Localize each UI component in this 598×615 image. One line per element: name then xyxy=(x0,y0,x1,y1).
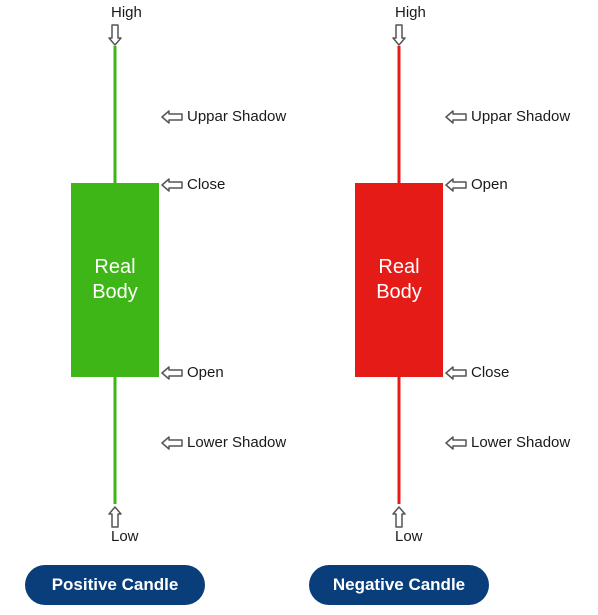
arrow-up-icon xyxy=(108,506,122,528)
bottom-body-label-text: Open xyxy=(187,364,224,381)
candle-body: RealBody xyxy=(355,183,443,377)
arrow-left-icon xyxy=(445,366,467,380)
arrow-up-icon xyxy=(392,506,406,528)
lower-shadow-label-text: Lower Shadow xyxy=(471,434,570,451)
candle-type-pill: Positive Candle xyxy=(25,565,205,605)
arrow-left-icon xyxy=(161,178,183,192)
bottom-body-label: Close xyxy=(445,364,509,381)
candle-body: RealBody xyxy=(71,183,159,377)
high-label: High xyxy=(111,4,142,21)
lower-shadow-label: Lower Shadow xyxy=(161,434,286,451)
upper-shadow-label-text: Uppar Shadow xyxy=(187,108,286,125)
top-body-label-text: Close xyxy=(187,176,225,193)
upper-shadow-label: Uppar Shadow xyxy=(161,108,286,125)
top-body-label: Close xyxy=(161,176,225,193)
candle-type-pill: Negative Candle xyxy=(309,565,489,605)
upper-shadow-label-text: Uppar Shadow xyxy=(471,108,570,125)
high-label: High xyxy=(395,4,426,21)
arrow-down-icon xyxy=(392,24,406,46)
arrow-down-icon xyxy=(108,24,122,46)
arrow-left-icon xyxy=(161,110,183,124)
arrow-left-icon xyxy=(161,366,183,380)
top-body-label-text: Open xyxy=(471,176,508,193)
arrow-left-icon xyxy=(445,110,467,124)
top-body-label: Open xyxy=(445,176,508,193)
candle-body-label: RealBody xyxy=(92,255,138,305)
upper-shadow-label: Uppar Shadow xyxy=(445,108,570,125)
lower-shadow-label: Lower Shadow xyxy=(445,434,570,451)
low-label: Low xyxy=(395,528,423,545)
bottom-body-label-text: Close xyxy=(471,364,509,381)
bottom-body-label: Open xyxy=(161,364,224,381)
arrow-left-icon xyxy=(161,436,183,450)
arrow-left-icon xyxy=(445,436,467,450)
arrow-left-icon xyxy=(445,178,467,192)
low-label: Low xyxy=(111,528,139,545)
candle-body-label: RealBody xyxy=(376,255,422,305)
lower-shadow-label-text: Lower Shadow xyxy=(187,434,286,451)
